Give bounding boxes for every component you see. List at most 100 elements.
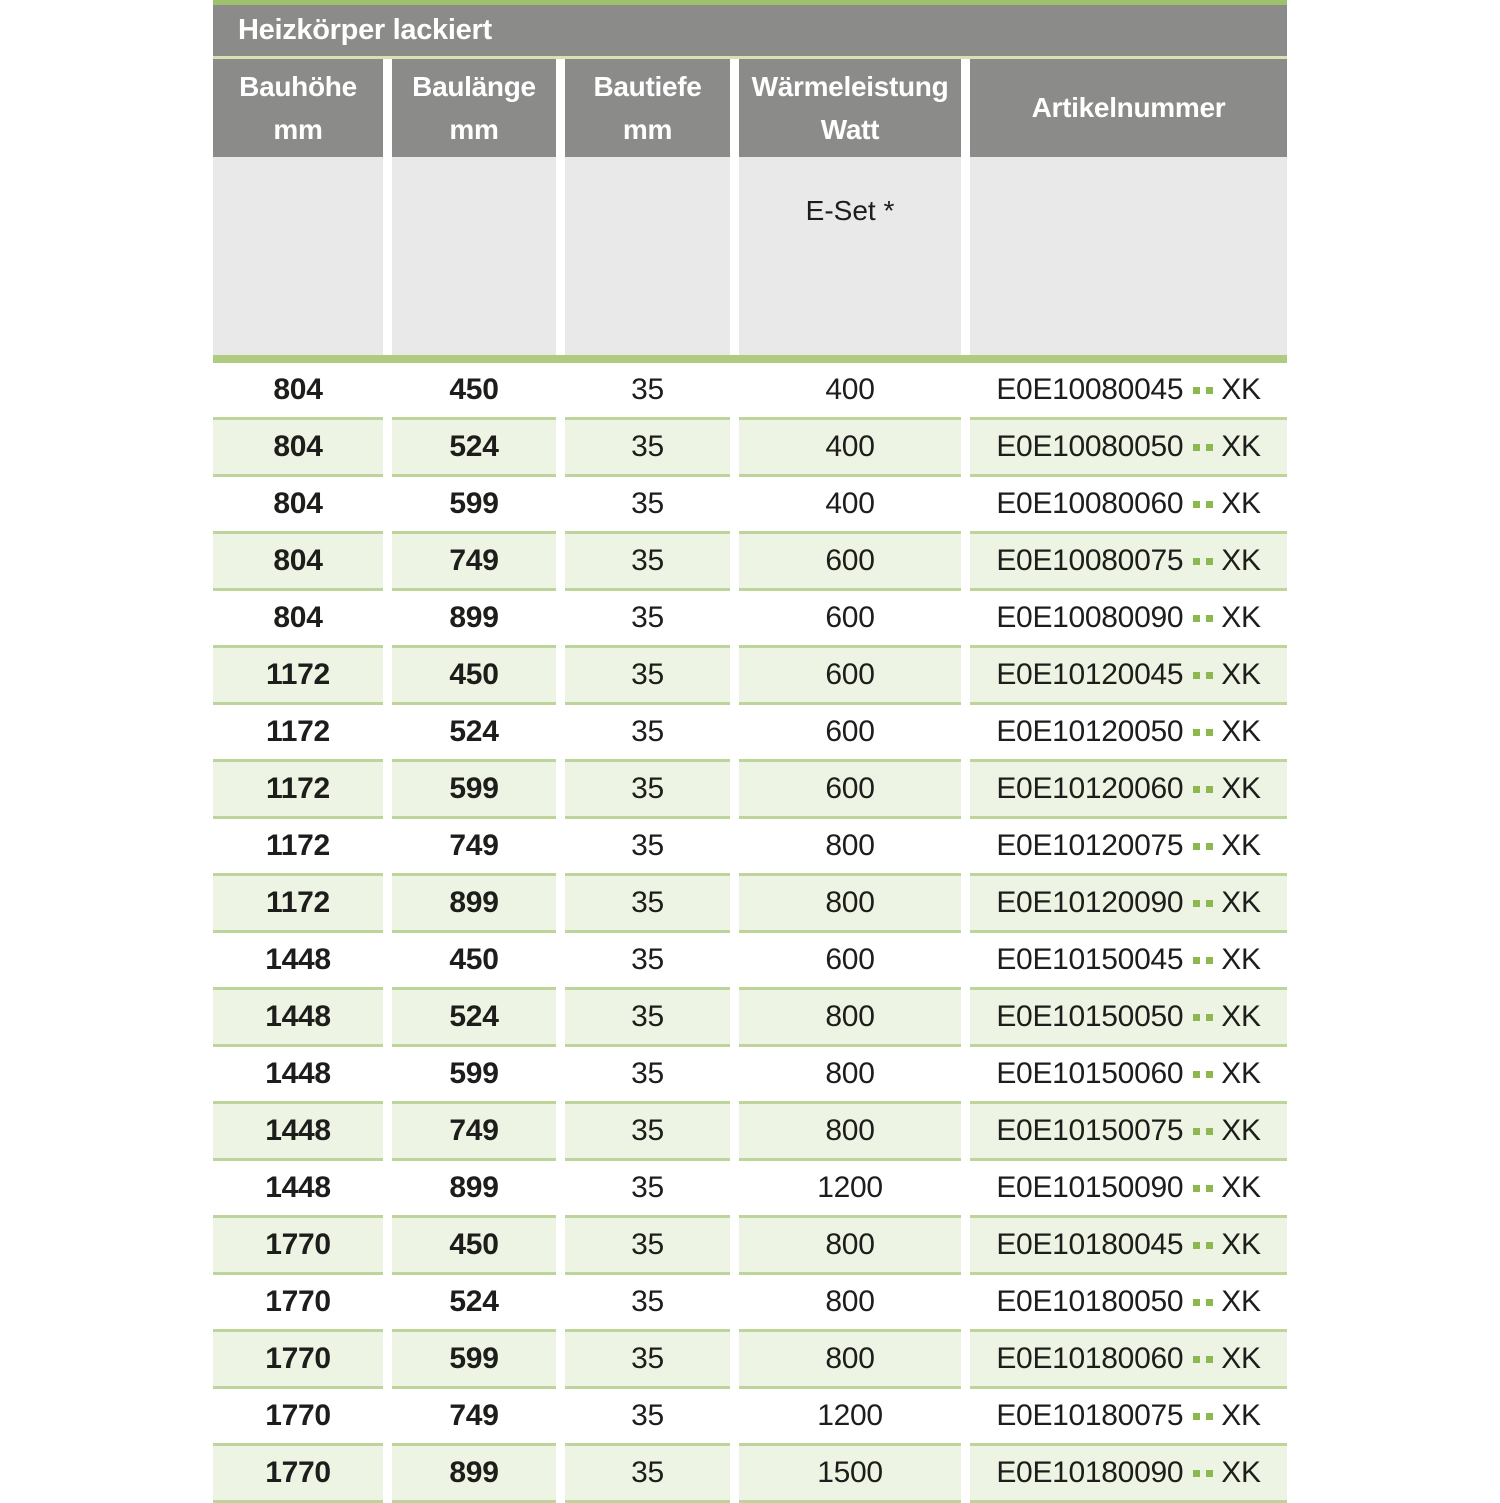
artikelnummer-prefix: E0E10150075 <box>996 1114 1184 1147</box>
placeholder-dot-icon <box>1206 1412 1214 1420</box>
placeholder-dot-icon <box>1193 1184 1201 1192</box>
placeholder-dot-icon <box>1193 386 1201 394</box>
artikelnummer-suffix: XK <box>1221 1342 1261 1375</box>
cell-waermeleistung: 1200 <box>739 1389 961 1446</box>
cell-bauhoehe: 1172 <box>213 762 383 819</box>
placeholder-dot-icon <box>1206 899 1214 907</box>
placeholder-dot-icon <box>1193 1013 1201 1021</box>
artikelnummer-suffix: XK <box>1221 601 1261 634</box>
placeholder-dot-icon <box>1206 1241 1214 1249</box>
cell-bauhoehe: 1448 <box>213 933 383 990</box>
cell-waermeleistung: 800 <box>739 1332 961 1389</box>
cell-artikelnummer: E0E10180060 XK <box>970 1332 1287 1389</box>
placeholder-dot-icon <box>1193 1127 1201 1135</box>
artikelnummer-prefix: E0E10180050 <box>996 1285 1184 1318</box>
table-top-accent-bar <box>213 0 1287 5</box>
column-header-unit: mm <box>273 114 323 145</box>
cell-bautiefe: 35 <box>565 420 730 477</box>
cell-artikelnummer: E0E10150050 XK <box>970 990 1287 1047</box>
placeholder-dot-icon <box>1193 899 1201 907</box>
cell-baulaenge: 524 <box>392 1275 556 1332</box>
cell-bautiefe: 35 <box>565 990 730 1047</box>
cell-bautiefe: 35 <box>565 705 730 762</box>
cell-waermeleistung: 800 <box>739 1047 961 1104</box>
cell-baulaenge: 899 <box>392 591 556 648</box>
placeholder-dot-icon <box>1193 614 1201 622</box>
placeholder-dot-icon <box>1193 1070 1201 1078</box>
cell-artikelnummer: E0E10150090 XK <box>970 1161 1287 1218</box>
cell-waermeleistung: 400 <box>739 420 961 477</box>
cell-bautiefe: 35 <box>565 534 730 591</box>
artikelnummer-suffix: XK <box>1221 943 1261 976</box>
table-title: Heizkörper lackiert <box>238 14 492 46</box>
artikelnummer-prefix: E0E10180045 <box>996 1228 1184 1261</box>
artikelnummer-prefix: E0E10120060 <box>996 772 1184 805</box>
artikelnummer-suffix: XK <box>1221 430 1261 463</box>
placeholder-dot-icon <box>1206 614 1214 622</box>
cell-waermeleistung: 1500 <box>739 1446 961 1503</box>
cell-baulaenge: 749 <box>392 534 556 591</box>
placeholder-dot-icon <box>1206 557 1214 565</box>
cell-baulaenge: 599 <box>392 762 556 819</box>
cell-waermeleistung: 800 <box>739 990 961 1047</box>
placeholder-dot-icon <box>1193 956 1201 964</box>
cell-bauhoehe: 1448 <box>213 1104 383 1161</box>
artikelnummer-prefix: E0E10080090 <box>996 601 1184 634</box>
column-header-unit: mm <box>622 114 673 145</box>
placeholder-dot-icon <box>1206 500 1214 508</box>
artikelnummer-suffix: XK <box>1221 1114 1261 1147</box>
artikelnummer-suffix: XK <box>1221 772 1261 805</box>
cell-baulaenge: 524 <box>392 420 556 477</box>
cell-baulaenge: 524 <box>392 705 556 762</box>
cell-bautiefe: 35 <box>565 1446 730 1503</box>
placeholder-dot-icon <box>1206 671 1214 679</box>
placeholder-dot-icon <box>1206 1013 1214 1021</box>
cell-baulaenge: 524 <box>392 990 556 1047</box>
subheader-cell-artikelnummer <box>970 157 1287 355</box>
cell-bautiefe: 35 <box>565 648 730 705</box>
cell-bautiefe: 35 <box>565 1104 730 1161</box>
cell-bautiefe: 35 <box>565 591 730 648</box>
cell-artikelnummer: E0E10080060 XK <box>970 477 1287 534</box>
cell-waermeleistung: 600 <box>739 705 961 762</box>
cell-bautiefe: 35 <box>565 876 730 933</box>
artikelnummer-prefix: E0E10080050 <box>996 430 1184 463</box>
placeholder-dot-icon <box>1193 1241 1201 1249</box>
artikelnummer-suffix: XK <box>1221 1057 1261 1090</box>
cell-bauhoehe: 1770 <box>213 1218 383 1275</box>
column-header-label: Artikelnummer <box>1031 92 1226 124</box>
cell-bautiefe: 35 <box>565 1047 730 1104</box>
cell-artikelnummer: E0E10150075 XK <box>970 1104 1287 1161</box>
table-title-banner: Heizkörper lackiert <box>213 5 1287 56</box>
subheader-cell-baulaenge <box>392 157 556 355</box>
placeholder-dot-icon <box>1206 1184 1214 1192</box>
placeholder-dot-icon <box>1193 557 1201 565</box>
artikelnummer-suffix: XK <box>1221 544 1261 577</box>
artikelnummer-prefix: E0E10080045 <box>996 373 1184 406</box>
placeholder-dot-icon <box>1206 728 1214 736</box>
cell-artikelnummer: E0E10080050 XK <box>970 420 1287 477</box>
artikelnummer-suffix: XK <box>1221 715 1261 748</box>
artikelnummer-prefix: E0E10120075 <box>996 829 1184 862</box>
artikelnummer-suffix: XK <box>1221 658 1261 691</box>
cell-waermeleistung: 800 <box>739 1218 961 1275</box>
column-header-bauhoehe: Bauhöhe mm <box>213 59 383 157</box>
placeholder-dot-icon <box>1206 1070 1214 1078</box>
placeholder-dot-icon <box>1193 1412 1201 1420</box>
placeholder-dot-icon <box>1193 842 1201 850</box>
cell-artikelnummer: E0E10120045 XK <box>970 648 1287 705</box>
column-header-bautiefe: Bautiefe mm <box>565 59 730 157</box>
cell-bauhoehe: 1448 <box>213 1161 383 1218</box>
cell-artikelnummer: E0E10120075 XK <box>970 819 1287 876</box>
cell-waermeleistung: 400 <box>739 363 961 420</box>
placeholder-dot-icon <box>1206 1355 1214 1363</box>
cell-bautiefe: 35 <box>565 1218 730 1275</box>
cell-bautiefe: 35 <box>565 477 730 534</box>
cell-artikelnummer: E0E10150060 XK <box>970 1047 1287 1104</box>
cell-baulaenge: 899 <box>392 1446 556 1503</box>
placeholder-dot-icon <box>1206 386 1214 394</box>
placeholder-dot-icon <box>1206 785 1214 793</box>
cell-artikelnummer: E0E10120090 XK <box>970 876 1287 933</box>
cell-baulaenge: 749 <box>392 1104 556 1161</box>
cell-bauhoehe: 1770 <box>213 1389 383 1446</box>
